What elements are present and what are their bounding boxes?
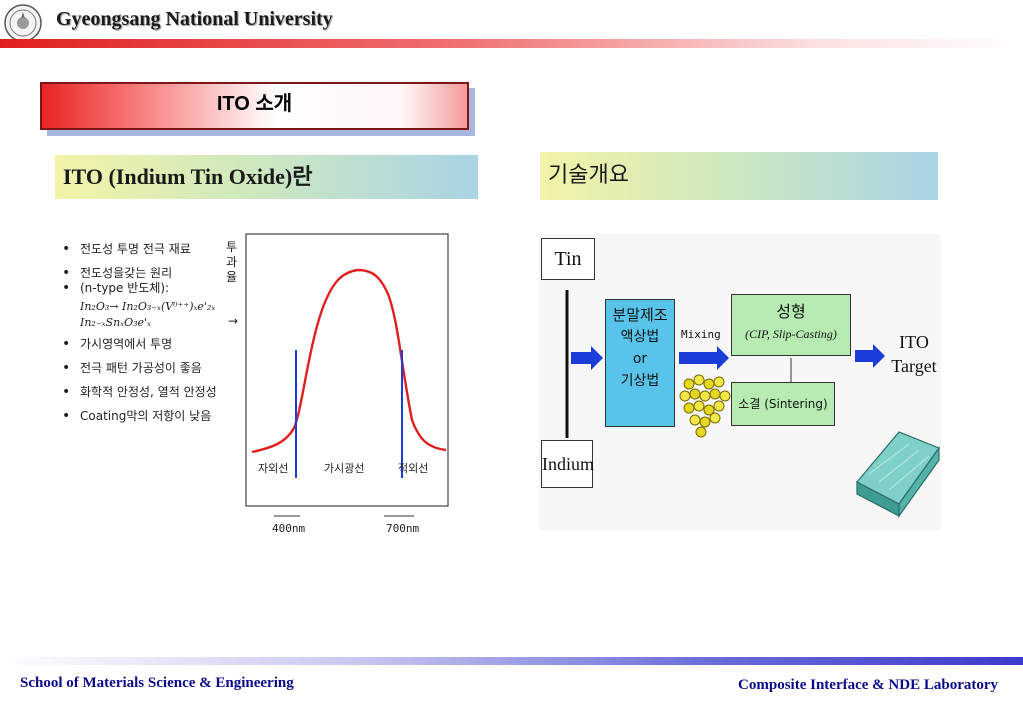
header-title: Gyeongsang National University [56, 8, 333, 30]
footer-bar [0, 657, 1023, 665]
bullet-item: 가시영역에서 투명 [62, 337, 242, 352]
x-tick-400nm: 400nm [272, 522, 305, 535]
tin-box: Tin [541, 238, 595, 280]
bullet-subtext: (n-type 반도체): [62, 281, 242, 296]
bullet-item: 전도성 투명 전극 재료 [62, 242, 242, 257]
slide-title-box [40, 82, 469, 130]
y-axis-label: 투과율 [226, 240, 238, 284]
transmittance-curve [251, 268, 447, 454]
arrow-to-powder-icon [571, 346, 603, 370]
target-line-2: Target [891, 356, 937, 376]
mixing-label: Mixing [681, 328, 721, 341]
arrow-mixing-icon [679, 346, 729, 370]
bullet-item: 전극 패턴 가공성이 좋음 [62, 361, 242, 376]
right-section-heading: 기술개요 [540, 152, 938, 200]
powder-method-gas: 기상법 [620, 373, 660, 389]
bullet-item: 전도성을갖는 원리 [62, 266, 242, 281]
arrow-to-target-icon [855, 344, 885, 368]
ito-target-label: ITO Target [889, 330, 939, 378]
indium-box: Indium [541, 440, 594, 488]
powder-title: 분말제조 [612, 306, 668, 324]
visible-label: 가시광선 [324, 462, 364, 475]
process-diagram: Tin Indium 분말제조 액상법 or 기상법 Mixing 성형 (CI… [539, 234, 941, 530]
forming-box: 성형 (CIP, Slip-Casting) [731, 294, 851, 356]
slide-title: ITO 소개 [216, 93, 293, 115]
ito-target-block-icon [856, 431, 940, 518]
diagram-connectors [565, 290, 940, 518]
header-bar [0, 39, 1023, 48]
left-section-heading: ITO (Indium Tin Oxide)란 [55, 155, 478, 199]
powder-particles-icon [679, 374, 731, 438]
forming-title: 성형 [776, 302, 806, 321]
target-line-1: ITO [899, 332, 929, 352]
transmittance-plot: 자외선 가시광선 적외선 400nm 700nm [245, 233, 449, 535]
powder-or: or [632, 351, 648, 367]
university-seal-icon [4, 4, 42, 42]
x-tick-700nm: 700nm [386, 522, 419, 535]
footer-left: School of Materials Science & Engineerin… [20, 675, 294, 691]
bullet-list: 전도성 투명 전극 재료 전도성을갖는 원리 (n-type 반도체): In₂… [62, 242, 242, 433]
powder-manufacture-box: 분말제조 액상법 or 기상법 [605, 299, 675, 427]
uv-label: 자외선 [258, 462, 288, 475]
sintering-box: 소결 (Sintering) [731, 382, 835, 426]
y-axis-arrow: → [228, 314, 239, 328]
bullet-item: 화학적 안정성, 열적 안정성 [62, 385, 242, 400]
equation-1: In₂O₃→ In₂O₃₋ₓ(V⁰⁺⁺)ₓe'₂ₓ [80, 300, 216, 313]
ir-label: 적외선 [398, 462, 428, 475]
forming-detail: (CIP, Slip-Casting) [745, 327, 837, 341]
equation-block: In₂O₃→ In₂O₃₋ₓ(V⁰⁺⁺)ₓe'₂ₓ In₂₋ₓSnₓO₃e'ₓ [62, 299, 242, 331]
plot-frame [245, 233, 449, 507]
footer-right: Composite Interface & NDE Laboratory [738, 677, 998, 693]
bullet-subtext-label: (n-type 반도체): [80, 281, 170, 295]
equation-2: In₂₋ₓSnₓO₃e'ₓ [80, 316, 151, 329]
bullet-item: Coating막의 저항이 낮음 [62, 409, 242, 424]
powder-method-liquid: 액상법 [620, 329, 660, 345]
